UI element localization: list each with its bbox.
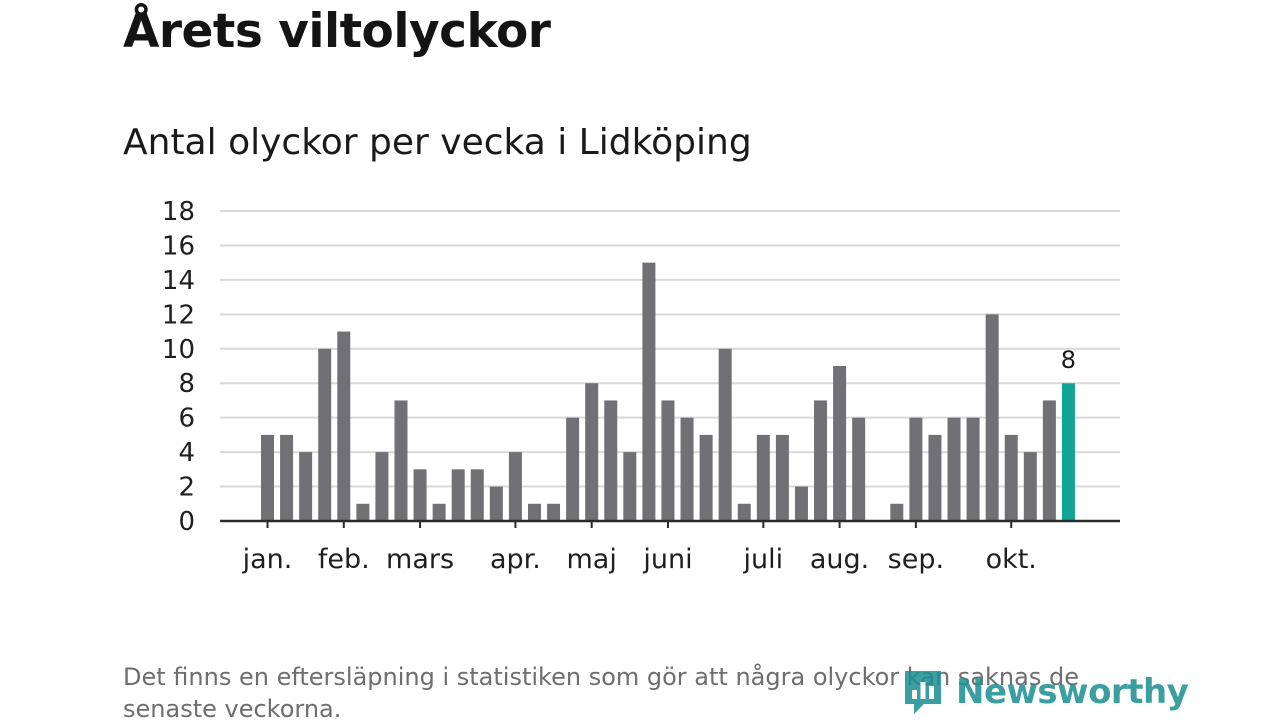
bar-week-17 xyxy=(566,417,580,521)
bar-week-3 xyxy=(299,452,313,521)
bar-week-28 xyxy=(775,434,789,521)
x-tick-label-6: juni xyxy=(642,544,692,575)
brand-logo: Newsworthy xyxy=(902,668,1189,716)
chart-title: Årets viltolyckor xyxy=(123,4,551,59)
bar-week-1 xyxy=(261,434,274,521)
bar-week-9 xyxy=(413,469,427,521)
bar-week-30 xyxy=(814,400,828,521)
chart-subtitle: Antal olyckor per vecka i Lidköping xyxy=(123,122,752,163)
bar-week-24 xyxy=(699,434,713,521)
bar-week-16 xyxy=(547,503,561,521)
bar-week-29 xyxy=(794,486,808,521)
y-tick-label-18: 18 xyxy=(162,197,195,227)
x-tick-label-9: sep. xyxy=(888,544,944,575)
data-labels: 8 xyxy=(1061,346,1076,374)
bar-week-18 xyxy=(585,383,599,521)
x-tick-label-4: apr. xyxy=(490,544,541,575)
bar-week-11 xyxy=(451,469,465,521)
x-tick-label-7: juli xyxy=(743,544,784,575)
bar-week-39 xyxy=(985,314,999,521)
x-tick-label-5: maj xyxy=(567,544,617,575)
bar-week-27 xyxy=(756,434,770,521)
y-tick-label-0: 0 xyxy=(178,507,195,537)
bar-week-43 xyxy=(1061,383,1075,521)
bar-week-13 xyxy=(489,486,503,521)
bar-week-32 xyxy=(852,417,866,521)
bar-week-12 xyxy=(470,469,484,521)
x-tick-label-3: mars xyxy=(386,544,454,575)
x-tick-label-2: feb. xyxy=(318,544,370,575)
bar-week-5 xyxy=(337,331,351,521)
brand-name: Newsworthy xyxy=(956,672,1189,712)
newsworthy-logo-icon xyxy=(905,671,941,714)
bar-week-41 xyxy=(1023,452,1037,521)
bar-week-20 xyxy=(623,452,637,521)
y-tick-label-6: 6 xyxy=(178,404,195,434)
bar-week-38 xyxy=(966,417,980,521)
y-tick-label-16: 16 xyxy=(162,231,195,261)
bar-week-21 xyxy=(642,262,656,521)
bars xyxy=(261,262,1075,521)
y-tick-label-4: 4 xyxy=(178,438,195,468)
bar-week-40 xyxy=(1004,434,1018,521)
bar-week-35 xyxy=(909,417,923,521)
bar-week-22 xyxy=(661,400,675,521)
bar-week-10 xyxy=(432,503,446,521)
bar-week-26 xyxy=(737,503,751,521)
bar-week-23 xyxy=(680,417,694,521)
x-axis-ticks: jan. feb. mars apr. maj juni juli aug. sep. okt. xyxy=(242,521,1037,575)
y-tick-label-12: 12 xyxy=(162,300,195,330)
bar-week-36 xyxy=(928,434,942,521)
data-label-highlight: 8 xyxy=(1061,346,1076,374)
y-tick-label-10: 10 xyxy=(162,335,195,365)
bar-week-8 xyxy=(394,400,408,521)
bar-week-37 xyxy=(947,417,961,521)
bar-week-34 xyxy=(890,503,904,521)
bar-week-4 xyxy=(318,348,332,521)
bar-week-14 xyxy=(508,452,522,521)
bar-week-2 xyxy=(280,434,294,521)
bar-week-42 xyxy=(1042,400,1056,521)
y-axis-ticks: 0 2 4 6 8 10 12 14 16 18 xyxy=(162,197,195,537)
bar-week-6 xyxy=(356,503,370,521)
bar-week-19 xyxy=(604,400,618,521)
y-tick-label-14: 14 xyxy=(162,266,195,296)
y-tick-label-2: 2 xyxy=(178,473,195,503)
x-tick-label-1: jan. xyxy=(242,544,293,575)
bar-week-25 xyxy=(718,348,732,521)
bar-week-15 xyxy=(527,503,541,521)
x-tick-label-8: aug. xyxy=(810,544,869,575)
bar-week-31 xyxy=(833,366,847,521)
x-tick-label-10: okt. xyxy=(986,544,1037,575)
y-tick-label-8: 8 xyxy=(178,369,195,399)
bar-week-7 xyxy=(375,452,389,521)
